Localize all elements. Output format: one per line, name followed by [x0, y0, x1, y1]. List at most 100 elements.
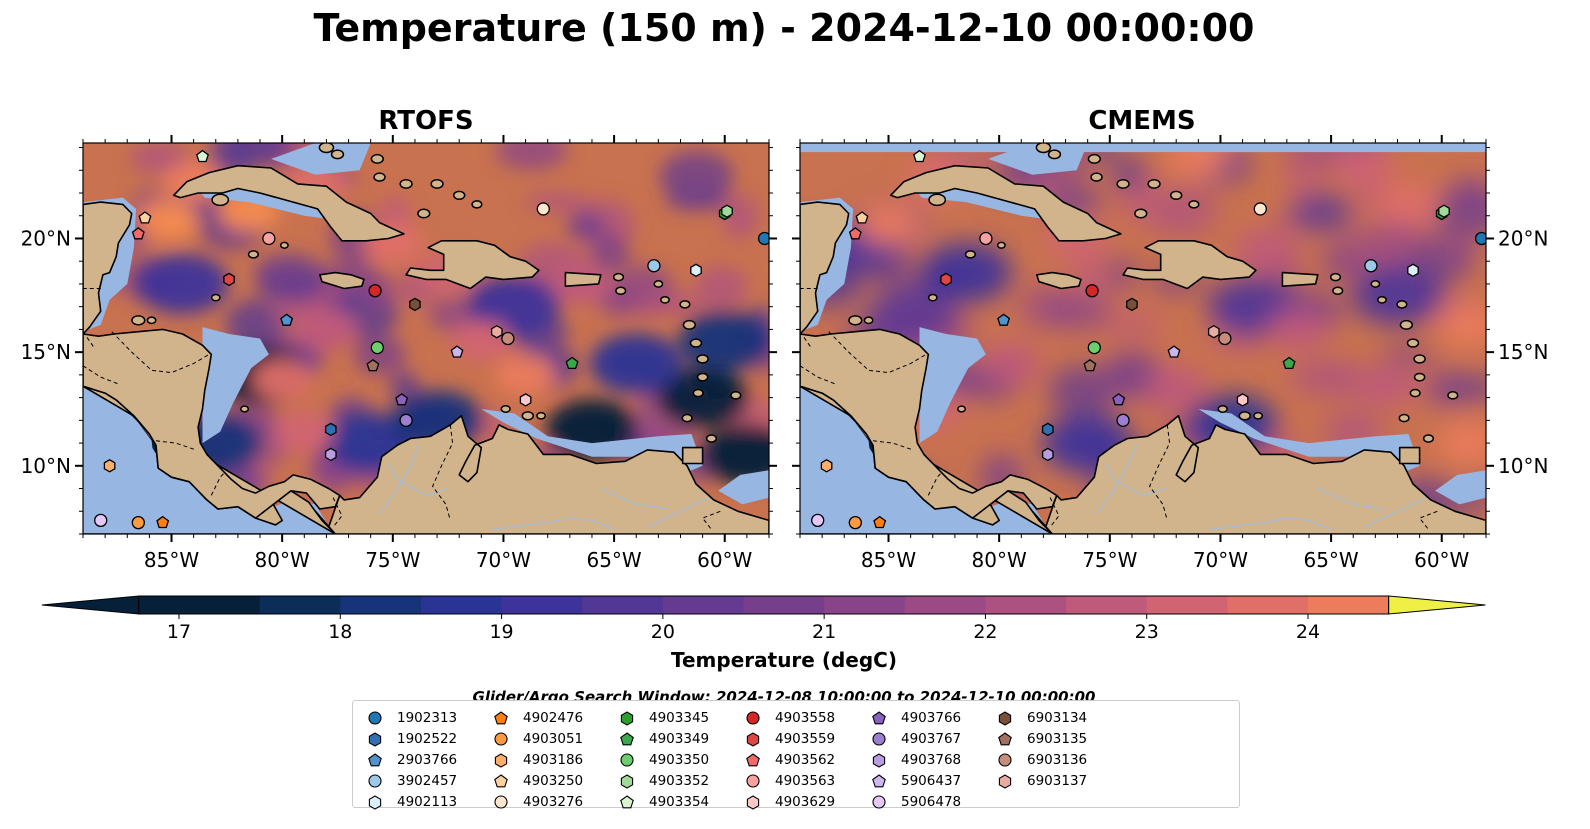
pacific-shelf	[800, 384, 986, 525]
river	[647, 497, 710, 528]
colorbar-tick-label: 18	[328, 621, 352, 643]
river	[1095, 445, 1137, 514]
country-border	[828, 331, 927, 374]
island	[1217, 404, 1228, 413]
x-tick-label: 70°W	[476, 548, 531, 572]
island	[696, 354, 709, 364]
colorbar-bin	[582, 596, 664, 614]
hexagon-marker-icon	[746, 731, 760, 747]
legend-label: 4903350	[649, 751, 710, 768]
float-marker-2903766	[280, 313, 294, 326]
country-border	[701, 510, 721, 530]
colorbar-bin	[340, 596, 422, 614]
cold-spot	[468, 276, 561, 337]
island	[399, 178, 413, 189]
island	[1035, 143, 1052, 154]
legend-label: 6903135	[1027, 730, 1088, 747]
legend-label: 4903354	[649, 793, 710, 810]
island	[1409, 388, 1421, 398]
float-marker-2903766	[997, 313, 1011, 326]
island	[536, 411, 546, 420]
x-tick-label: 60°W	[1414, 548, 1469, 572]
colorbar-bin	[662, 596, 744, 614]
land-trinidad	[681, 446, 704, 465]
island	[696, 372, 709, 382]
field-blob	[254, 253, 324, 295]
float-marker-4902476	[873, 515, 887, 529]
land-central	[83, 328, 341, 519]
land-jamaica	[319, 271, 365, 290]
shallow-shelf	[988, 143, 1088, 175]
shallow-shelf	[800, 386, 1066, 534]
float-marker-5906437	[1167, 345, 1181, 358]
land-cuba	[889, 164, 1122, 242]
circle-marker-icon	[368, 710, 382, 725]
legend-item-4903558: 4903558	[739, 707, 865, 728]
x-tick-label: 85°W	[144, 548, 199, 572]
legend-item-6903135: 6903135	[991, 728, 1117, 749]
island	[689, 338, 703, 348]
y-tick-label: 10°N	[1498, 454, 1548, 478]
x-tick-label: 65°W	[1303, 548, 1358, 572]
legend-item-4902476: 4902476	[487, 707, 613, 728]
land-puertorico	[1281, 271, 1319, 287]
legend-item-4903250: 4903250	[487, 770, 613, 791]
legend-label: 4902476	[523, 709, 584, 726]
island	[417, 208, 431, 219]
y-tick-label: 15°N	[21, 340, 71, 364]
colorbar-bin	[1227, 596, 1309, 614]
float-marker-6903135	[366, 358, 380, 372]
legend-item-6903137: 6903137	[991, 770, 1117, 791]
circle-marker-icon	[872, 794, 886, 809]
pentagon-marker-icon	[494, 710, 508, 724]
island	[863, 316, 874, 325]
legend-label: 4903562	[775, 751, 836, 768]
legend-item-4903345: 4903345	[613, 707, 739, 728]
colorbar-bin	[501, 596, 583, 614]
float-marker-4903766	[1112, 393, 1126, 406]
legend-item-4903349: 4903349	[613, 728, 739, 749]
shallow-shelf	[718, 470, 769, 505]
field-blob	[1435, 234, 1477, 260]
land-trinidad	[1398, 446, 1421, 465]
legend-item-4903350: 4903350	[613, 749, 739, 770]
legend-item-4903562: 4903562	[739, 749, 865, 770]
hexagon-marker-icon	[368, 794, 382, 810]
island	[1406, 338, 1420, 348]
island	[211, 193, 230, 207]
legend-item-6903134: 6903134	[991, 707, 1117, 728]
field-blob	[631, 293, 705, 315]
panel-title-rtofs: RTOFS	[378, 106, 474, 136]
island	[1396, 300, 1408, 309]
colorbar-bin	[1146, 596, 1228, 614]
legend-item-1902313: 1902313	[361, 707, 487, 728]
float-marker-6903134	[1126, 297, 1138, 312]
island	[1238, 411, 1252, 421]
legend-item-3902457: 3902457	[361, 770, 487, 791]
legend-label: 6903134	[1027, 709, 1088, 726]
island	[1422, 434, 1435, 443]
field-blob	[1287, 162, 1317, 200]
shallow-shelf	[83, 386, 349, 534]
map-panel-cmems: 85°W 80°W 75°W 70°W 65°W 60°W 10°N 15°N 20°N	[792, 135, 1548, 572]
island	[430, 178, 444, 189]
pentagon-marker-icon	[620, 794, 634, 808]
float-marker-4903629	[1236, 393, 1249, 407]
river	[492, 517, 615, 531]
warm-spot	[980, 343, 1041, 384]
legend-item-4903767: 4903767	[865, 728, 991, 749]
colorbar-tick-label: 20	[651, 621, 675, 643]
x-tick-label: 70°W	[1193, 548, 1248, 572]
cold-spot	[656, 367, 749, 428]
float-marker-4903186	[820, 459, 833, 473]
legend-item-4903051: 4903051	[487, 728, 613, 749]
float-marker-4903768	[1041, 447, 1054, 462]
country-border	[332, 497, 343, 528]
island	[1332, 286, 1344, 296]
legend-item-4903354: 4903354	[613, 791, 739, 812]
field-blob	[1145, 186, 1217, 236]
island	[1370, 280, 1381, 288]
legend-label: 4903768	[901, 751, 962, 768]
colorbar-bin	[420, 596, 503, 614]
warm-spot	[1378, 184, 1439, 225]
